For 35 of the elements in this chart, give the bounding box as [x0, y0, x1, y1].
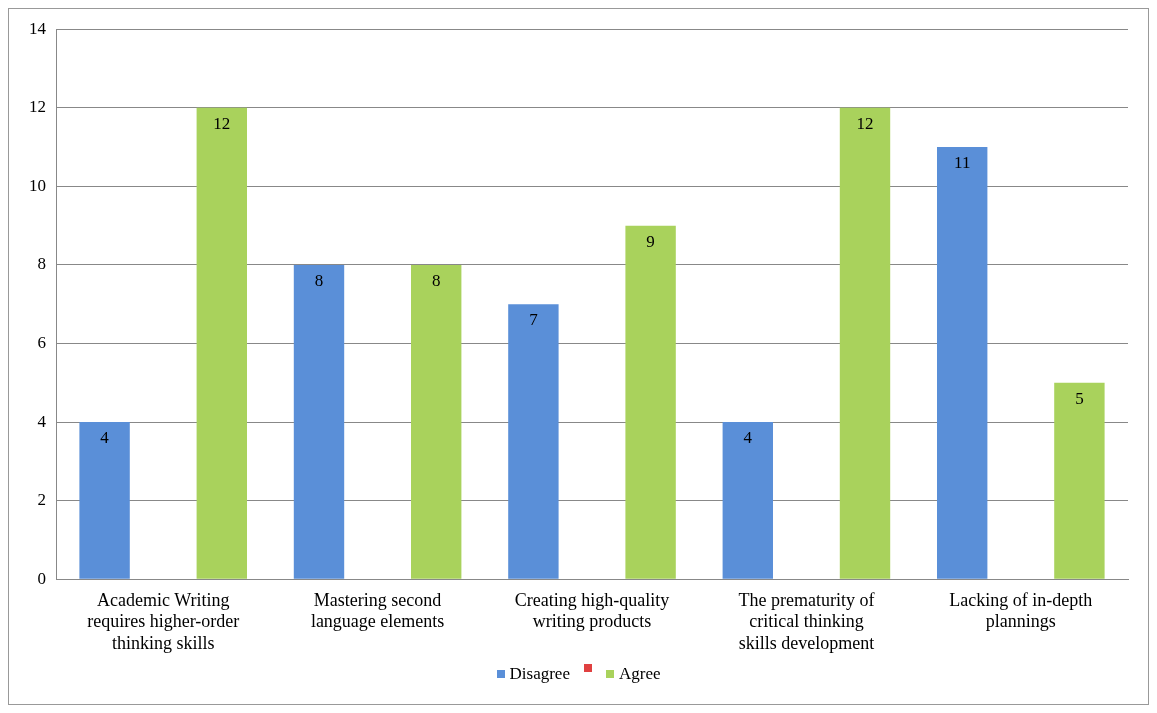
y-tick-label: 10 [29, 175, 46, 195]
bar [625, 225, 676, 579]
data-label: 4 [100, 428, 110, 448]
data-label: 11 [954, 153, 971, 173]
x-tick-label: Creating high-quality writing products [514, 589, 670, 632]
data-label: 9 [646, 231, 655, 251]
data-label: 12 [213, 113, 231, 133]
x-tick-label: Academic Writing requires higher-order thinking skills [87, 589, 240, 653]
bar [196, 107, 247, 579]
legend-label: Agree [618, 664, 661, 684]
y-tick-label: 6 [37, 332, 46, 352]
data-label: 4 [743, 428, 753, 448]
data-label: 8 [431, 270, 441, 290]
y-tick-label: 8 [37, 254, 46, 274]
data-label: 7 [529, 310, 539, 330]
x-tick-label: Mastering second language elements [310, 589, 445, 632]
y-tick-label: 2 [37, 490, 46, 510]
data-label: 8 [314, 270, 324, 290]
x-tick-label: The prematurity of critical thinking skills development [738, 589, 875, 653]
bar [79, 422, 130, 579]
data-label: 5 [1075, 388, 1084, 408]
bar [508, 304, 559, 579]
bar [411, 264, 462, 579]
bar [839, 107, 891, 579]
y-tick-label: 12 [29, 97, 46, 117]
x-tick-label: Lacking of in-depth plannings [949, 589, 1093, 632]
y-tick-label: 0 [37, 568, 46, 588]
bar [293, 264, 345, 579]
bar [937, 147, 988, 579]
y-tick-label: 4 [37, 411, 47, 431]
y-tick-label: 14 [29, 18, 47, 38]
data-label: 12 [856, 113, 874, 133]
legend-label: Disagree [509, 664, 570, 684]
bar [722, 422, 773, 579]
bar [1054, 382, 1105, 579]
